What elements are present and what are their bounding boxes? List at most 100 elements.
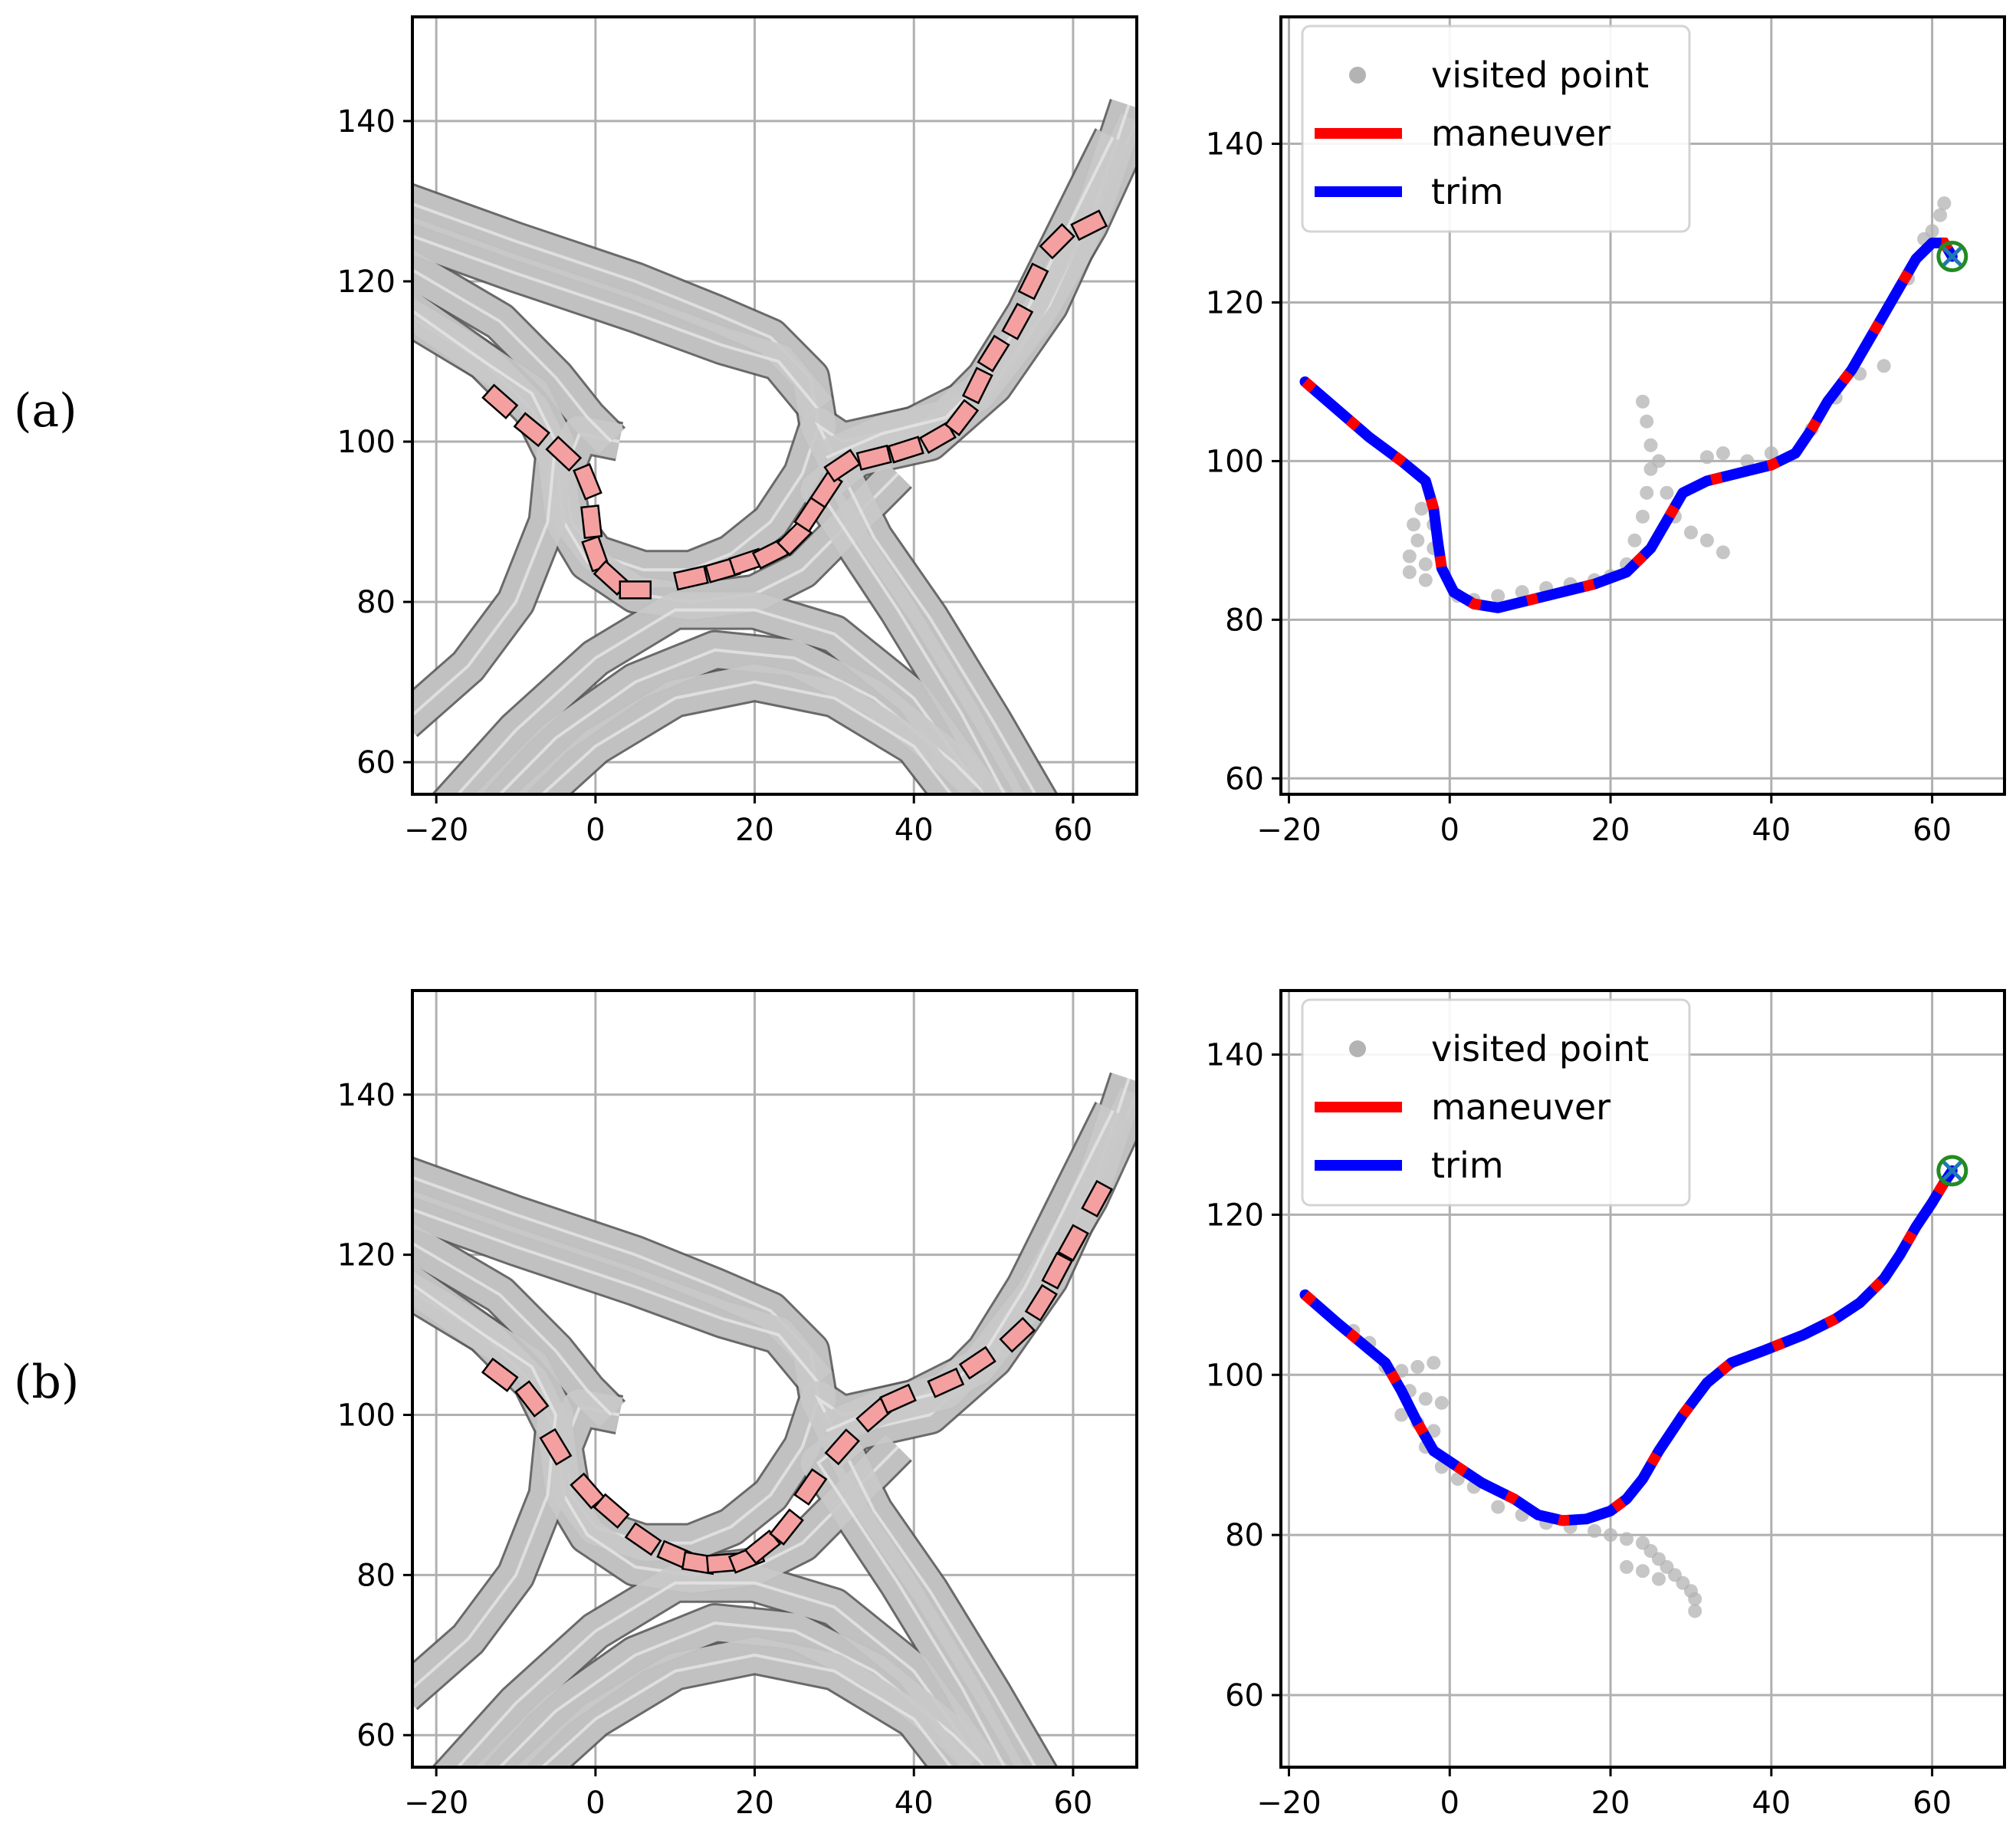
- x-tick-label: 0: [586, 1786, 605, 1821]
- visited-point: [1699, 450, 1714, 465]
- visited-point: [1925, 224, 1939, 238]
- visited-point: [1683, 525, 1698, 540]
- vehicle-footprint: [624, 1522, 662, 1556]
- visited-point: [1434, 1395, 1449, 1410]
- vehicle-footprint: [958, 1346, 997, 1380]
- visited-point: [1660, 485, 1674, 500]
- vehicle-footprint: [539, 1428, 573, 1466]
- x-tick-label: 60: [1913, 813, 1952, 848]
- y-tick-label: 60: [356, 745, 396, 780]
- x-tick-label: −20: [1256, 813, 1321, 848]
- vehicle-footprint: [514, 1380, 550, 1418]
- legend-box: [1301, 25, 1691, 233]
- visited-point: [1410, 1359, 1425, 1374]
- road-centerline: [455, 608, 979, 794]
- vehicle-footprint: [887, 435, 924, 464]
- visited-point: [1688, 1604, 1702, 1618]
- road-centerline: [497, 1621, 988, 1767]
- visited-point: [1394, 1408, 1409, 1422]
- legend: visited point maneuver trim: [1301, 998, 1691, 1207]
- axes-frame: [411, 989, 1138, 1769]
- legend-visited-label: visited point: [1431, 1028, 1649, 1070]
- visited-point: [1588, 1523, 1602, 1538]
- vehicle-footprint: [481, 1357, 519, 1392]
- visited-point: [1640, 485, 1654, 500]
- vehicle-footprint: [593, 1493, 630, 1529]
- y-tick-label: 100: [1206, 444, 1264, 479]
- trim-path: [1299, 1165, 1958, 1526]
- y-tick-label: 140: [337, 1078, 396, 1113]
- x-tick-label: 0: [586, 813, 605, 848]
- vehicle-footprint: [481, 383, 519, 420]
- visited-point: [1651, 1572, 1666, 1586]
- vehicle-footprints: [481, 209, 1108, 600]
- road-centerline: [540, 1653, 954, 1767]
- goal-cross: [1942, 246, 1962, 267]
- visited-point: [1402, 549, 1417, 564]
- search-content: [1299, 196, 1968, 613]
- visited-point: [1688, 1592, 1702, 1606]
- visited-point: [1636, 394, 1650, 409]
- visited-point: [1651, 454, 1666, 468]
- trim-path: [1299, 237, 1958, 613]
- panel-label-a: (a): [14, 384, 77, 438]
- visited-point: [1491, 589, 1505, 603]
- visited-point: [1699, 533, 1714, 547]
- x-tick-label: 40: [1752, 813, 1791, 848]
- y-tick-label: 80: [356, 1558, 396, 1593]
- vehicle-footprint: [1070, 209, 1108, 242]
- vehicle-footprint: [855, 444, 892, 472]
- visited-point: [1716, 446, 1730, 461]
- vehicle-footprint: [545, 435, 583, 472]
- visited-point: [1716, 545, 1730, 560]
- road-network: [412, 98, 1137, 794]
- y-tick-label: 140: [337, 104, 396, 140]
- x-tick-label: 20: [1591, 1786, 1630, 1821]
- y-tick-label: 60: [1225, 1678, 1264, 1714]
- y-tick-label: 80: [356, 585, 396, 620]
- vehicle-footprint: [879, 1383, 917, 1414]
- road-centerline: [412, 1241, 613, 1416]
- vehicle-footprint: [944, 399, 980, 437]
- axes-frame: [1279, 15, 2006, 796]
- maneuver-segments: [1301, 237, 1957, 613]
- axes-frame: [1279, 989, 2006, 1769]
- vehicle-footprint: [769, 1508, 804, 1546]
- search-axes-b: −20 0 20 40 60 60 80 100 120 140 visited point mane…: [1206, 989, 2006, 1821]
- visited-point: [1414, 501, 1429, 516]
- x-tick-label: 40: [1752, 1786, 1791, 1821]
- vehicle-footprint: [1056, 1224, 1089, 1262]
- visited-point: [1491, 1500, 1505, 1514]
- visited-point: [1427, 1355, 1441, 1370]
- x-tick-label: −20: [404, 813, 468, 848]
- vehicle-footprint: [619, 580, 652, 600]
- visited-point: [1515, 585, 1529, 600]
- maneuver-segments: [1301, 1168, 1957, 1526]
- road-network: [412, 1072, 1137, 1767]
- y-tick-label: 120: [1206, 1198, 1264, 1233]
- vehicle-footprint: [1081, 1180, 1113, 1218]
- vehicle-footprint: [823, 449, 862, 483]
- x-tick-label: 0: [1440, 813, 1459, 848]
- x-tick-label: 60: [1053, 1786, 1092, 1821]
- visited-point: [1604, 1528, 1618, 1543]
- vehicle-footprint: [793, 1468, 828, 1506]
- y-tick-label: 80: [1225, 1518, 1264, 1553]
- y-tick-label: 140: [1206, 1038, 1264, 1073]
- vehicle-footprint: [1039, 222, 1075, 260]
- visited-point: [1620, 1532, 1634, 1546]
- visited-point: [1627, 533, 1642, 547]
- vehicle-footprint: [961, 366, 993, 405]
- vehicle-footprint: [673, 565, 709, 591]
- road-centerline: [412, 1208, 820, 1384]
- legend-visited-label: visited point: [1431, 54, 1649, 96]
- x-tick-label: −20: [404, 1786, 468, 1821]
- vehicle-footprint: [513, 412, 550, 448]
- goal-marker: [1936, 240, 1968, 272]
- panel-label-b: (b): [14, 1355, 79, 1409]
- x-tick-label: −20: [1256, 1786, 1321, 1821]
- visited-point: [1620, 1559, 1634, 1574]
- visited-point: [1636, 1564, 1650, 1579]
- visited-point: [1933, 208, 1948, 222]
